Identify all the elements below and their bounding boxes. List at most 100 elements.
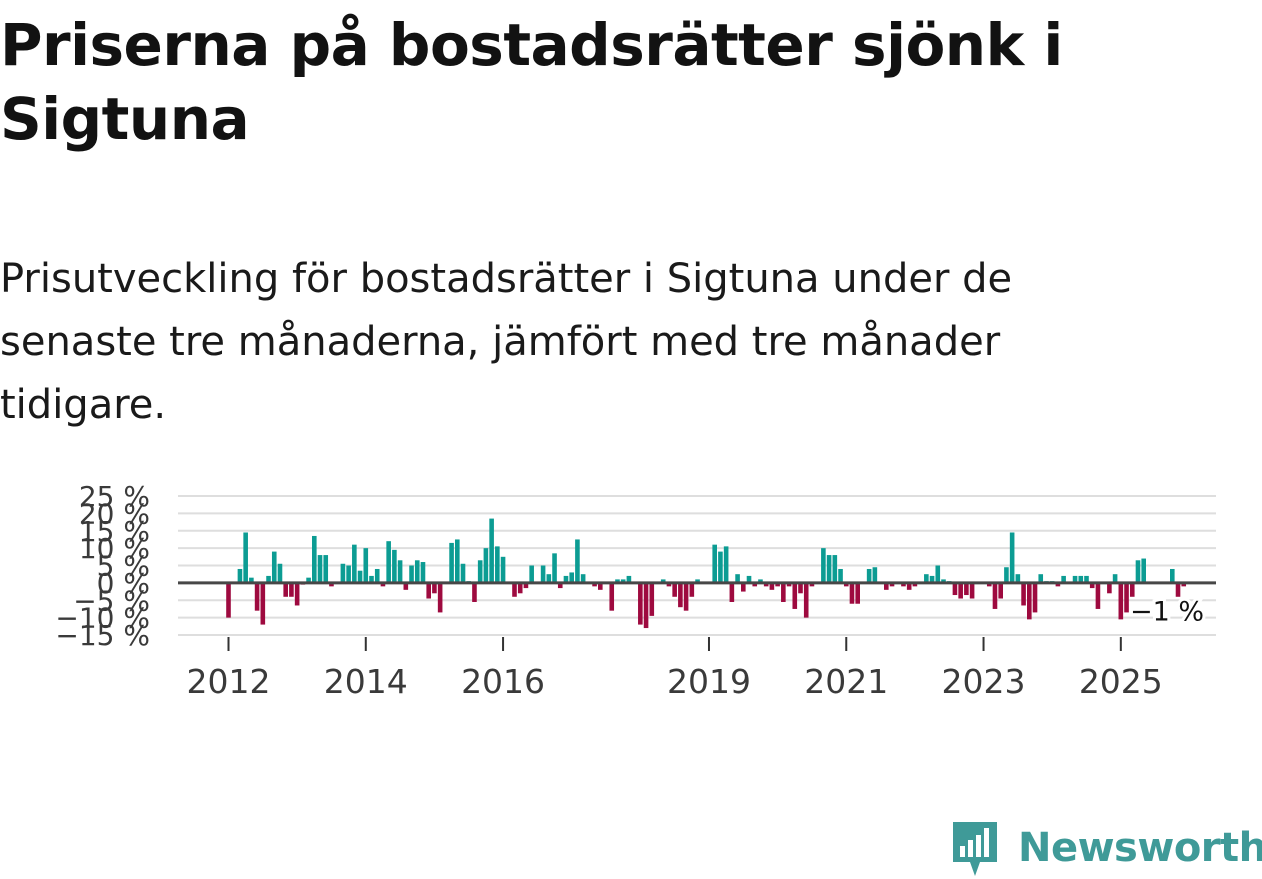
bar — [1135, 560, 1141, 583]
bar — [843, 582, 849, 587]
bar — [254, 582, 260, 611]
bar — [283, 582, 288, 597]
bar — [1038, 574, 1044, 583]
y-tick-label: −5 % — [73, 584, 150, 617]
bar — [495, 546, 500, 583]
bar — [941, 579, 946, 583]
bar — [1112, 574, 1118, 583]
newsworthy-logo-icon — [953, 822, 997, 876]
bar — [798, 582, 803, 594]
bar — [741, 582, 746, 592]
bar — [775, 582, 780, 587]
bar — [866, 568, 872, 583]
bar — [523, 582, 529, 589]
bar — [580, 574, 586, 583]
bar — [872, 567, 878, 583]
y-tick-label: −15 % — [55, 619, 150, 652]
bar — [403, 582, 409, 590]
bar — [557, 582, 563, 589]
bar — [1084, 575, 1089, 583]
bar — [992, 582, 998, 609]
bar — [369, 575, 374, 583]
bar — [1027, 582, 1032, 620]
bar — [546, 574, 552, 583]
bar — [426, 582, 431, 599]
bar — [672, 582, 677, 597]
bar — [340, 563, 346, 583]
bar — [723, 546, 729, 583]
bar — [803, 582, 809, 618]
bar — [746, 575, 752, 583]
newsworthy-logo-text: Newsworthy — [1018, 825, 1262, 871]
bar — [598, 582, 603, 590]
bar — [781, 582, 786, 602]
bar — [1141, 558, 1146, 583]
bar — [1021, 582, 1026, 606]
bar — [592, 582, 597, 587]
y-tick-label: 20 % — [79, 497, 150, 530]
bar — [689, 582, 695, 597]
bar — [1089, 582, 1095, 589]
bar — [986, 582, 992, 587]
bar — [901, 582, 906, 587]
bar — [329, 582, 334, 587]
bar — [935, 565, 941, 583]
bar — [929, 575, 935, 583]
bar — [569, 572, 574, 583]
bar — [249, 577, 254, 583]
bar — [306, 577, 311, 583]
bar — [374, 568, 380, 583]
bar — [563, 575, 569, 583]
chart-title: Priserna på bostadsrätter sjönk i Sigtun… — [0, 11, 1063, 153]
bar — [849, 582, 855, 604]
y-tick-label: 15 % — [79, 515, 150, 548]
bar — [483, 548, 489, 583]
bar — [237, 568, 243, 583]
bar — [609, 582, 615, 611]
x-tick-label: 2014 — [324, 662, 408, 700]
bar — [1175, 582, 1181, 597]
bar — [294, 582, 300, 606]
x-axis: 2012 2014 2016 2019 2021 2023 2025 — [187, 637, 1163, 700]
bar — [649, 582, 655, 616]
bar — [346, 565, 351, 583]
bar — [1124, 582, 1129, 613]
bar — [752, 582, 758, 587]
bar — [363, 548, 369, 583]
bar — [884, 582, 889, 590]
bar-chart: 25 %20 %15 %10 %5 %0 %−5 %−10 %−15 % 201… — [55, 480, 1216, 700]
bar — [317, 555, 323, 583]
bar — [386, 541, 391, 583]
bar — [323, 555, 329, 583]
x-tick-label: 2025 — [1079, 662, 1163, 700]
x-tick-label: 2021 — [804, 662, 888, 700]
bar — [540, 565, 546, 583]
bar — [683, 582, 689, 611]
bar — [575, 539, 580, 583]
bar — [826, 555, 832, 583]
bar — [352, 544, 357, 583]
bar — [500, 556, 506, 583]
bar — [758, 579, 763, 583]
bar — [729, 582, 735, 602]
bar — [763, 582, 769, 587]
bar — [906, 582, 912, 590]
bar — [620, 579, 626, 583]
newsworthy-logo: Newsworthy — [950, 818, 1262, 878]
bar — [397, 560, 403, 583]
bar — [392, 549, 397, 583]
bar — [615, 579, 620, 583]
bar — [357, 570, 363, 583]
bar — [769, 582, 775, 590]
bar — [517, 582, 523, 594]
bar — [809, 582, 815, 587]
bar — [289, 582, 294, 597]
bar — [1032, 582, 1038, 613]
bar — [626, 575, 632, 583]
bar — [1009, 532, 1015, 583]
x-tick-label: 2023 — [942, 662, 1026, 700]
bar — [1107, 582, 1112, 594]
bar — [552, 553, 557, 583]
bar — [432, 582, 437, 594]
bar — [964, 582, 969, 596]
